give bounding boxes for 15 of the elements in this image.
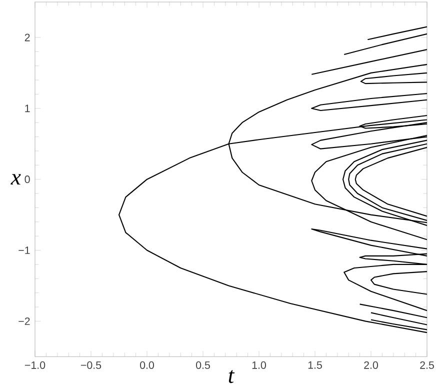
- y-tick-label: −2: [18, 317, 30, 325]
- x-tick-label: −0.5: [80, 361, 102, 369]
- y-tick-label: 0: [24, 176, 30, 184]
- x-tick-label: 2.5: [420, 361, 434, 369]
- x-tick-label: 1.0: [252, 361, 266, 369]
- y-tick-label: 2: [24, 34, 30, 42]
- y-tick-label: −1: [18, 246, 30, 254]
- x-tick-label: 1.5: [308, 361, 322, 369]
- x-tick-label: 0.5: [196, 361, 210, 369]
- y-axis-title: x: [10, 174, 21, 185]
- x-axis-title: t: [228, 370, 235, 384]
- x-tick-label: −1.0: [24, 361, 46, 369]
- x-tick-label: 2.0: [364, 361, 378, 369]
- x-tick-label: 0.0: [140, 361, 154, 369]
- y-tick-label: 1: [25, 104, 30, 112]
